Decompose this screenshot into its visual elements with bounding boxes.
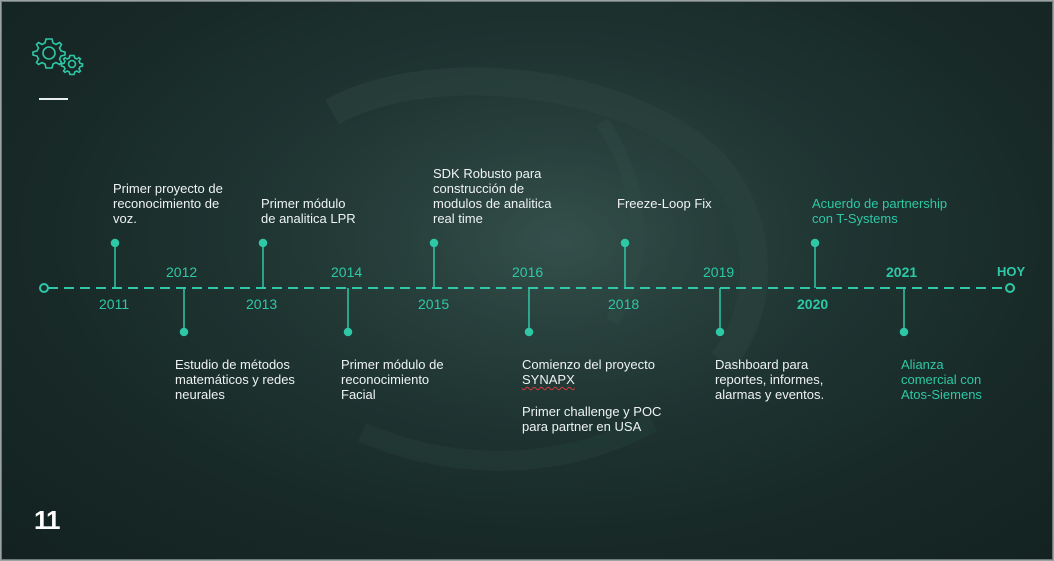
event-2016-poc: Primer challenge y POC para partner en U…: [522, 404, 661, 434]
node-2011: [110, 238, 120, 248]
event-2015-line: real time: [433, 211, 483, 226]
event-2016-start: Comienzo del proyecto SYNAPX: [522, 357, 655, 387]
page-number: 11: [34, 505, 60, 535]
timeline-start-marker: [39, 283, 49, 293]
year-2014: 2014: [331, 264, 363, 280]
event-2011-line: Primer proyecto de: [113, 181, 223, 196]
event-2020-line: con T-Systems: [812, 211, 898, 226]
event-2019-line: alarmas y eventos.: [715, 387, 825, 402]
year-2016: 2016: [512, 264, 544, 280]
node-2018: [620, 238, 630, 248]
event-2016-poc-line: Primer challenge y POC: [522, 404, 662, 419]
year-2020: 2020: [797, 296, 829, 312]
event-2012-line: matemáticos y redes: [175, 372, 295, 387]
year-2011: 2011: [99, 296, 130, 312]
node-2019: [715, 327, 725, 337]
event-2012: Estudio de métodos matemáticos y redes n…: [175, 357, 295, 402]
event-2016-start-line: Comienzo del proyecto: [522, 357, 655, 372]
title-underline: [39, 98, 68, 100]
event-2014: Primer módulo de reconocimiento Facial: [341, 357, 444, 402]
event-2011-line: voz.: [113, 211, 137, 226]
event-2020-line: Acuerdo de partnership: [812, 196, 948, 211]
event-2020: Acuerdo de partnership con T-Systems: [812, 196, 947, 226]
event-2014-line: Primer módulo de: [341, 357, 444, 372]
event-2019: Dashboard para reportes, informes, alarm…: [715, 357, 824, 402]
timeline-end-marker: [1005, 283, 1015, 293]
event-2021-line: Alianza: [901, 357, 944, 372]
event-2012-line: Estudio de métodos: [175, 357, 290, 372]
year-2019: 2019: [703, 264, 735, 280]
event-2015-line: modulos de analitica: [433, 196, 552, 211]
event-2013-line: de analitica LPR: [261, 211, 356, 226]
timeline-end-label: HOY: [997, 264, 1026, 279]
event-2015-line: SDK Robusto para: [433, 166, 542, 181]
node-2014: [343, 327, 353, 337]
node-2012: [179, 327, 189, 337]
event-2018-line: Freeze-Loop Fix: [617, 196, 712, 211]
year-2012: 2012: [166, 264, 198, 280]
node-2013: [258, 238, 268, 248]
event-2021-line: Atos-Siemens: [901, 387, 982, 402]
event-2011-line: reconocimiento de: [113, 196, 220, 211]
node-2021: [899, 327, 909, 337]
event-2016-poc-line: para partner en USA: [522, 419, 642, 434]
year-2021: 2021: [886, 264, 918, 280]
event-2013: Primer módulo de analitica LPR: [261, 196, 356, 226]
event-2013-line: Primer módulo: [261, 196, 346, 211]
event-2016-start-line: SYNAPX: [522, 372, 575, 387]
event-2021: Alianza comercial con Atos-Siemens: [901, 357, 982, 402]
year-2015: 2015: [418, 296, 450, 312]
event-2012-line: neurales: [175, 387, 225, 402]
node-2020: [810, 238, 820, 248]
event-2014-line: reconocimiento: [341, 372, 430, 387]
event-2019-line: reportes, informes,: [715, 372, 824, 387]
event-2015: SDK Robusto para construcción de modulos…: [433, 166, 552, 226]
node-2015: [429, 238, 439, 248]
event-2015-line: construcción de: [433, 181, 525, 196]
year-2018: 2018: [608, 296, 640, 312]
event-2021-line: comercial con: [901, 372, 982, 387]
year-2013: 2013: [246, 296, 278, 312]
event-2019-line: Dashboard para: [715, 357, 809, 372]
event-2018: Freeze-Loop Fix: [617, 196, 712, 211]
event-2011: Primer proyecto de reconocimiento de voz…: [113, 181, 223, 226]
node-2016: [524, 327, 534, 337]
event-2014-line: Facial: [341, 387, 376, 402]
gears-icon: [32, 38, 84, 76]
